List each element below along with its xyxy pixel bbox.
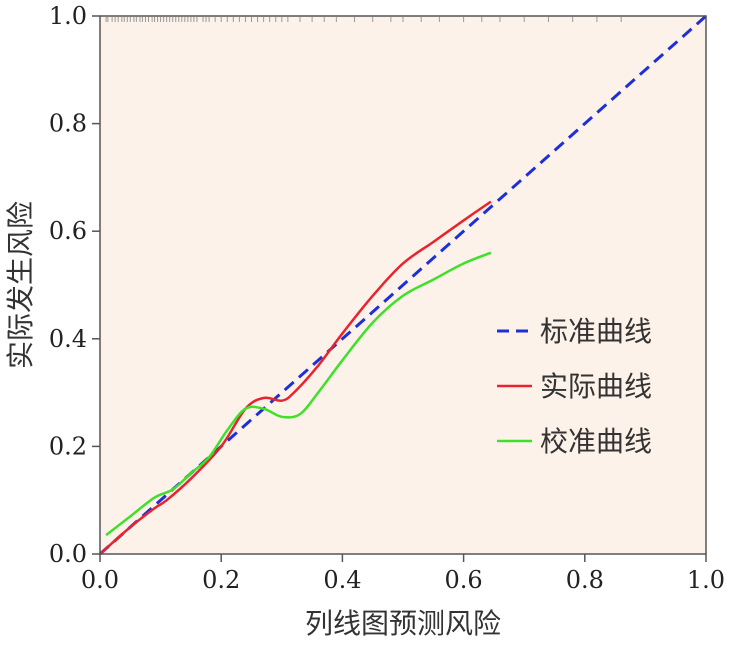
y-tick-label: 0.8 [49, 110, 87, 138]
x-tick-label: 0.0 [81, 566, 119, 594]
calibrated-curve [105, 251, 492, 537]
y-tick-label: 0.4 [49, 325, 87, 353]
legend-label: 校准曲线 [540, 425, 652, 458]
x-tick-label: 1.0 [687, 566, 725, 594]
legend-label: 标准曲线 [540, 315, 652, 348]
x-tick-label: 0.8 [566, 566, 604, 594]
y-tick-label: 0.0 [49, 540, 87, 568]
rug-marks [105, 17, 622, 22]
actual-curve [99, 200, 492, 555]
y-tick-label: 0.6 [49, 217, 87, 245]
x-tick-label: 0.2 [202, 566, 240, 594]
y-tick-label: 0.2 [49, 432, 87, 460]
y-tick-label: 1.0 [49, 2, 87, 30]
x-tick-label: 0.6 [445, 566, 483, 594]
x-axis-ticks: 0.0 0.2 0.4 0.6 0.8 1.0 [81, 554, 725, 594]
x-tick-label: 0.4 [323, 566, 361, 594]
plot-frame [99, 15, 707, 555]
legend-label: 实际曲线 [540, 370, 652, 403]
y-axis-title: 实际发生风险 [4, 201, 37, 369]
y-axis-ticks: 0.0 0.2 0.4 0.6 0.8 1.0 [49, 2, 100, 568]
series-lines [99, 14, 707, 556]
x-axis-title: 列线图预测风险 [305, 607, 501, 640]
